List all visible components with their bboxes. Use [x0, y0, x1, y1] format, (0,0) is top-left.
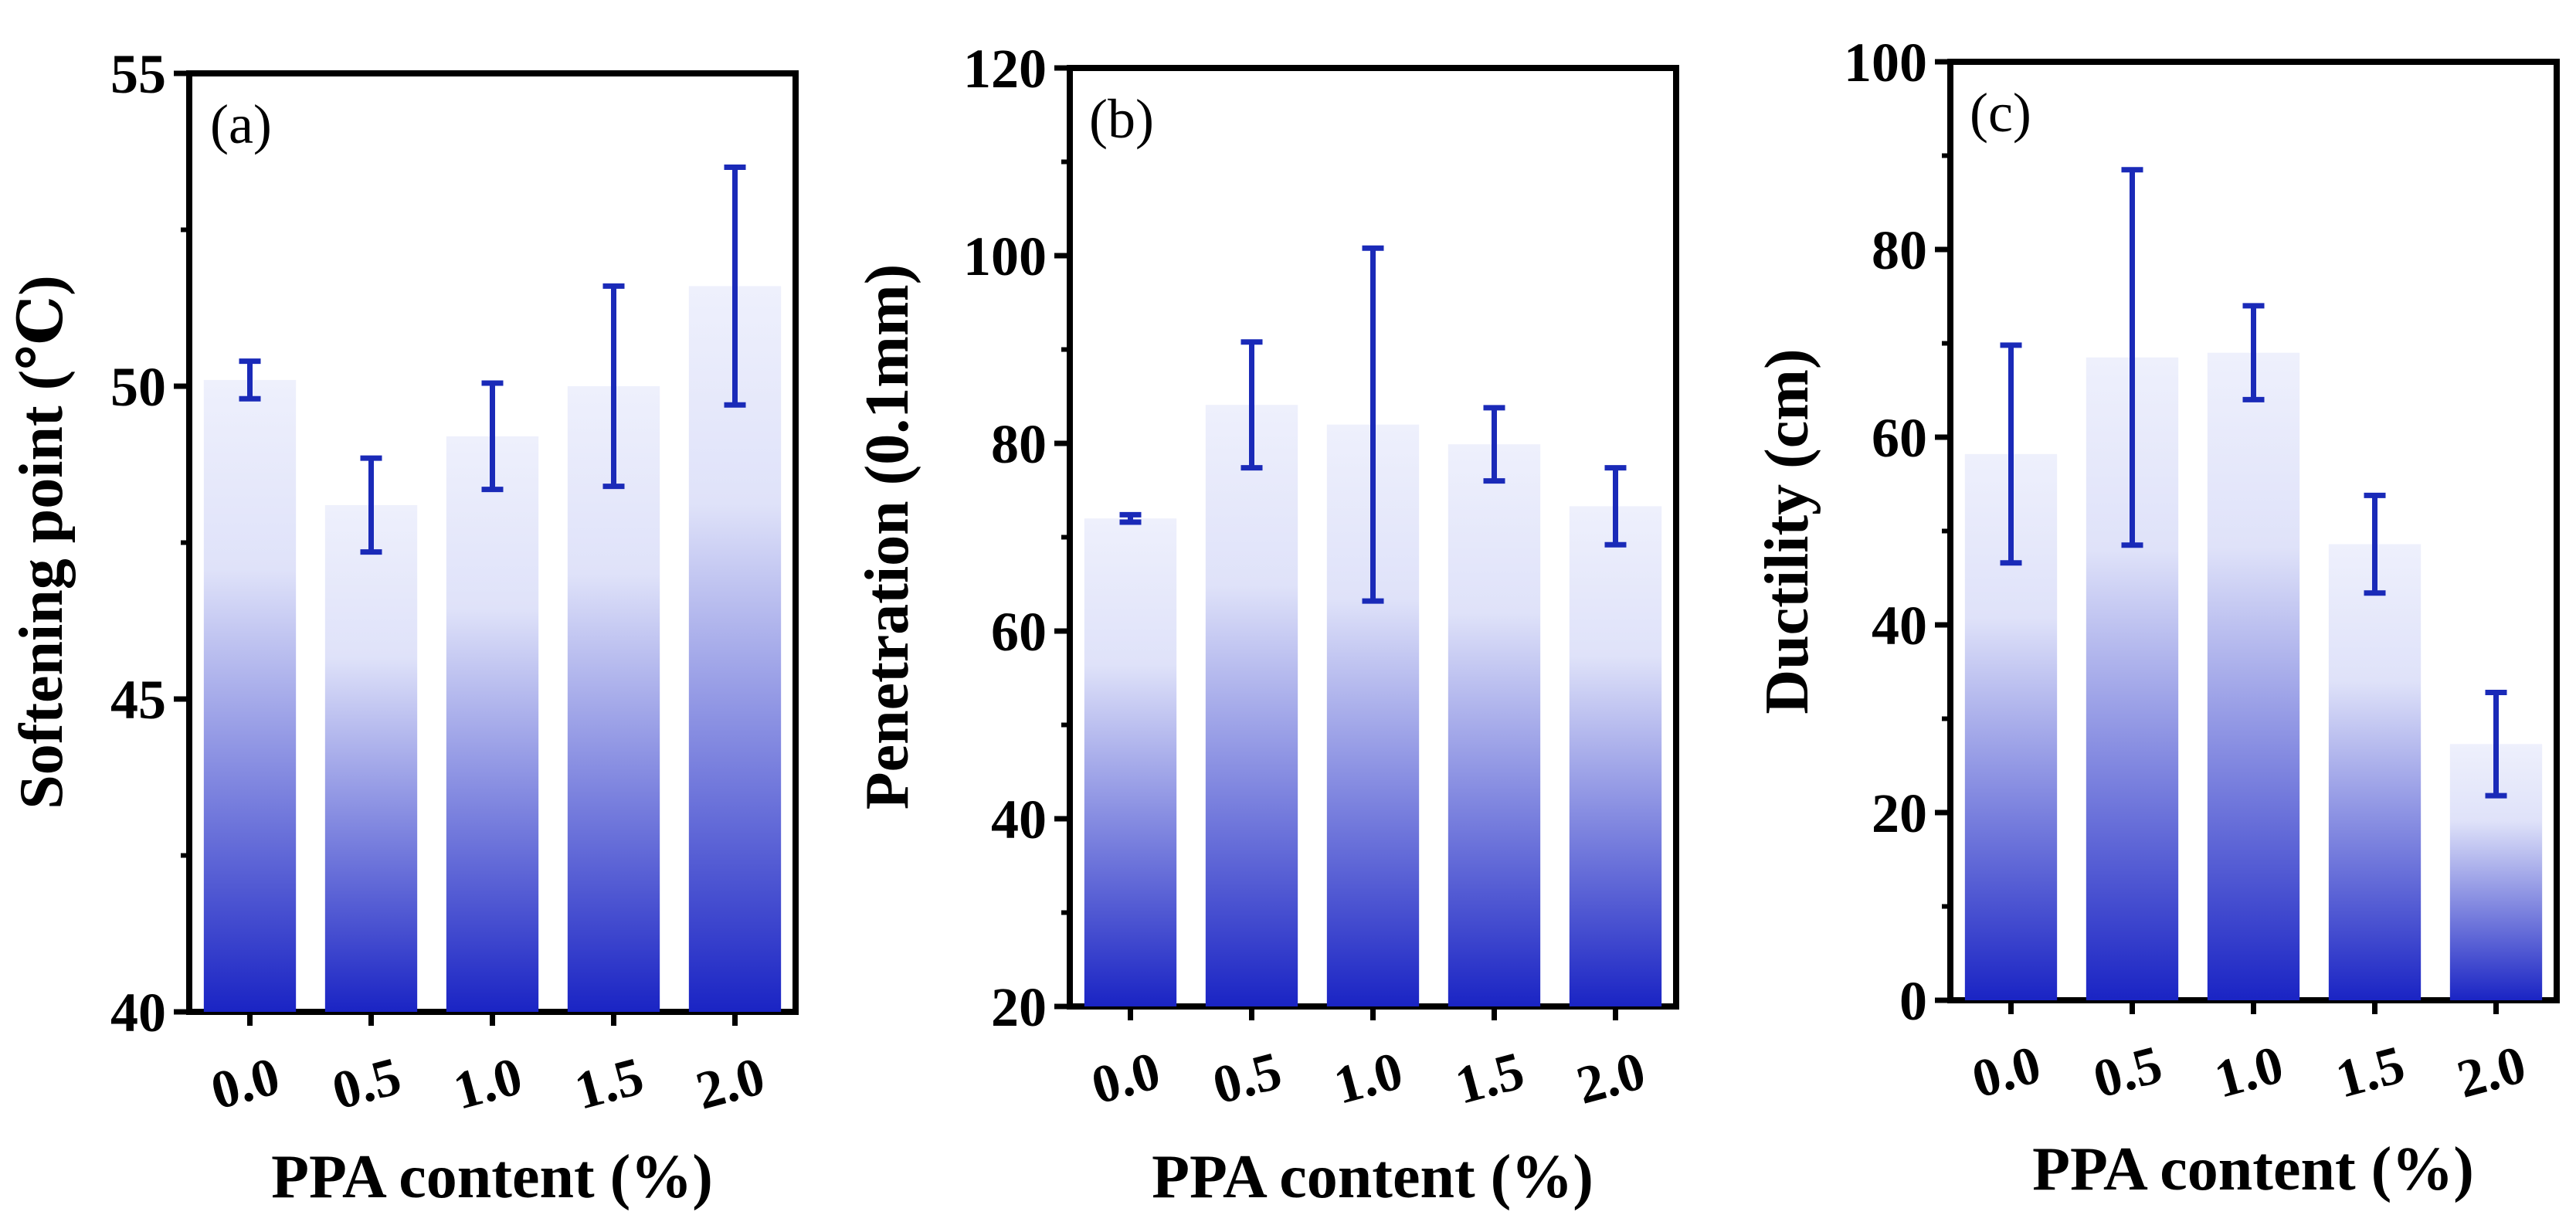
x-tick-label: 1.5: [1449, 1041, 1529, 1116]
y-tick-label: 60: [991, 601, 1047, 663]
y-axis-title: Softening point (℃): [8, 275, 76, 809]
x-tick-label: 1.5: [2330, 1035, 2410, 1110]
x-axis-title: PPA content (%): [1152, 1143, 1593, 1211]
bar: [1084, 518, 1177, 1006]
x-tick-label: 0.0: [1966, 1035, 2046, 1110]
x-axis-title: PPA content (%): [2032, 1135, 2474, 1203]
bar: [324, 504, 418, 1012]
y-tick-label: 40: [1872, 595, 1927, 657]
panel-b: 20 40 60 80 100 120 0.0 0.5 1.0 1.5 2.0 (b) Penet…: [854, 38, 1679, 1211]
bar: [446, 436, 539, 1012]
x-tick-label: 2.0: [1570, 1041, 1651, 1116]
bar: [2207, 352, 2300, 1000]
y-tick-label: 100: [963, 226, 1047, 287]
x-tick-label: 0.5: [326, 1047, 406, 1122]
y-axis-title: Penetration (0.1mm): [854, 264, 921, 809]
bar: [1569, 506, 1662, 1006]
panel-label: (b): [1089, 88, 1154, 150]
bar: [567, 386, 660, 1012]
x-tick-label: 2.0: [2451, 1035, 2531, 1110]
x-tick-label: 1.0: [447, 1047, 528, 1122]
x-tick-label: 0.0: [1085, 1041, 1166, 1116]
panel-a: 40 45 50 55 0.0 0.5 1.0 1.5 2.0 (a) Softening p…: [8, 43, 799, 1211]
x-tick-label: 0.0: [205, 1047, 285, 1122]
y-tick-label: 60: [1872, 407, 1927, 469]
y-tick-label: 55: [110, 43, 166, 105]
panel-label: (a): [210, 93, 272, 155]
panel-label: (c): [1970, 82, 2031, 144]
bar: [1205, 405, 1298, 1006]
x-tick-label: 0.5: [1207, 1041, 1287, 1116]
y-tick-label: 20: [991, 976, 1047, 1038]
y-tick-label: 80: [1872, 219, 1927, 281]
y-tick-label: 45: [110, 669, 166, 731]
y-tick-label: 20: [1872, 782, 1927, 844]
x-tick-label: 1.0: [2208, 1035, 2289, 1110]
x-axis-title: PPA content (%): [271, 1143, 713, 1211]
panel-c: 0 20 40 60 80 100 0.0 0.5 1.0 1.5 2.0 (c) Ductili…: [1753, 32, 2560, 1203]
y-tick-label: 120: [963, 38, 1047, 100]
bar: [2328, 544, 2422, 1000]
y-tick-label: 40: [991, 789, 1047, 850]
bar: [1448, 444, 1541, 1006]
y-tick-label: 0: [1899, 970, 1927, 1032]
x-tick-label: 1.5: [568, 1047, 649, 1122]
y-tick-label: 100: [1844, 32, 1927, 93]
x-tick-label: 1.0: [1328, 1041, 1408, 1116]
y-tick-label: 40: [110, 982, 166, 1044]
y-tick-label: 50: [110, 356, 166, 418]
bar: [203, 379, 297, 1012]
y-axis-title: Ductility (cm): [1753, 348, 1821, 714]
y-tick-label: 80: [991, 413, 1047, 475]
x-tick-label: 2.0: [690, 1047, 770, 1122]
x-tick-label: 0.5: [2087, 1035, 2167, 1110]
